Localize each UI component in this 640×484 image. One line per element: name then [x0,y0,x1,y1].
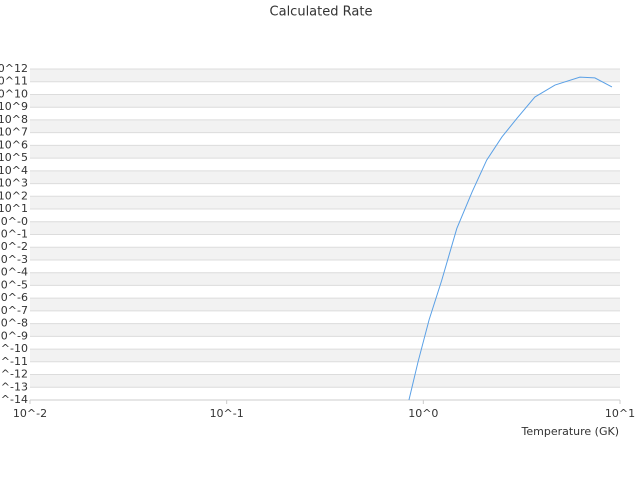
y-tick-label: 10^1 [0,202,28,215]
grid-band [30,196,620,210]
y-tick-label: 10^-12 [0,368,28,381]
grid-band [30,349,620,362]
y-tick-label: 10^-3 [0,253,28,266]
y-tick-label: 10^5 [0,151,28,164]
grid-band [30,323,620,337]
data-line [408,76,613,401]
x-tick-label: 10^1 [605,407,635,420]
x-tick-label: 10^0 [408,407,438,420]
grid-band [30,272,620,286]
y-tick-label: 10^-10 [0,342,28,355]
grid-band [30,94,620,108]
x-tick-label: 10^-1 [210,407,244,420]
y-tick-label: 10^-14 [0,393,28,406]
grid-band [30,145,620,159]
y-tick-label: 10^4 [0,164,28,177]
grid-band [30,247,620,260]
x-axis-label: Temperature (GK) [521,425,620,438]
y-tick-label: 10^-5 [0,278,28,291]
chart-title: Calculated Rate [270,5,373,20]
y-tick-label: 10^8 [0,113,28,126]
grid-band [30,374,620,388]
y-tick-label: 10^11 [0,75,28,88]
grid-band [30,69,620,82]
y-tick-label: 10^-13 [0,380,28,393]
y-tick-label: 10^-7 [0,304,28,317]
y-tick-label: 10^-6 [0,291,28,304]
y-tick-label: 10^6 [0,138,28,151]
grid-band [30,119,620,133]
y-tick-label: 10^9 [0,100,28,113]
y-tick-label: 10^-0 [0,215,28,228]
grid-band [30,221,620,235]
y-tick-label: 10^-11 [0,355,28,368]
y-tick-label: 10^-4 [0,266,28,279]
y-tick-label: 10^-1 [0,228,28,241]
y-tick-label: 10^2 [0,189,28,202]
grid-band [30,170,620,184]
y-tick-label: 10^10 [0,87,28,100]
y-tick-label: 10^-2 [0,240,28,253]
y-tick-label: 10^3 [0,177,28,190]
y-tick-label: 10^-8 [0,317,28,330]
grid-band [30,298,620,311]
x-tick-label: 10^-2 [13,407,47,420]
y-tick-label: 10^7 [0,126,28,139]
y-tick-label: 10^12 [0,62,28,75]
y-tick-label: 10^-9 [0,329,28,342]
